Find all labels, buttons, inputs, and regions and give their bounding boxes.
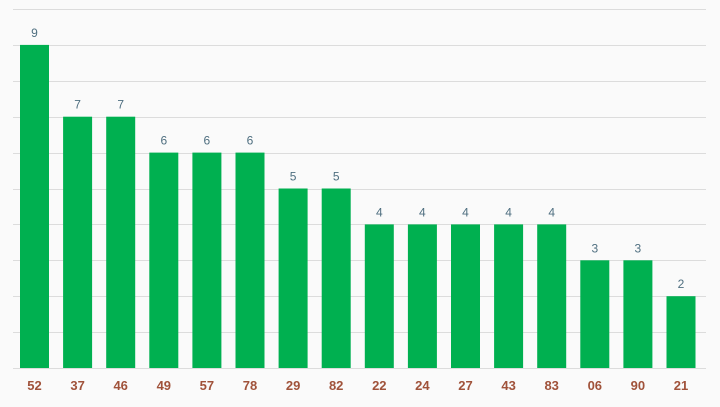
x-tick-label-46: 46 xyxy=(113,378,127,393)
x-tick-label-82: 82 xyxy=(329,378,343,393)
bar-43 xyxy=(494,224,524,368)
value-label-83: 4 xyxy=(548,205,555,219)
value-label-21: 2 xyxy=(678,277,685,291)
x-axis-tick-labels: 52 37 46 49 57 78 29 82 22 24 27 43 83 06 90 21 xyxy=(27,378,688,393)
value-label-37: 7 xyxy=(74,98,81,112)
x-tick-label-27: 27 xyxy=(458,378,472,393)
bar-57 xyxy=(192,152,222,368)
value-label-29: 5 xyxy=(290,170,297,184)
x-tick-label-24: 24 xyxy=(415,378,430,393)
value-label-57: 6 xyxy=(204,134,211,148)
x-tick-label-52: 52 xyxy=(27,378,41,393)
bar-06 xyxy=(580,260,610,368)
bar-49 xyxy=(149,152,179,368)
x-tick-label-37: 37 xyxy=(70,378,84,393)
value-label-24: 4 xyxy=(419,205,426,219)
x-tick-label-83: 83 xyxy=(544,378,558,393)
value-label-82: 5 xyxy=(333,170,340,184)
bar-21 xyxy=(666,296,696,368)
value-labels: 9 7 7 6 6 6 5 5 4 4 4 4 4 3 3 2 xyxy=(31,26,685,291)
value-label-78: 6 xyxy=(247,134,254,148)
bar-90 xyxy=(623,260,653,368)
value-label-46: 7 xyxy=(117,98,124,112)
x-tick-label-22: 22 xyxy=(372,378,386,393)
bar-22 xyxy=(364,224,394,368)
bar-82 xyxy=(321,188,351,368)
bars xyxy=(20,44,696,369)
value-label-27: 4 xyxy=(462,205,469,219)
x-tick-label-49: 49 xyxy=(157,378,171,393)
bar-24 xyxy=(407,224,437,368)
value-label-49: 6 xyxy=(160,134,167,148)
x-tick-label-29: 29 xyxy=(286,378,300,393)
bar-46 xyxy=(106,116,136,368)
bar-52 xyxy=(20,44,49,369)
bar-83 xyxy=(537,224,567,368)
bar-37 xyxy=(63,116,93,368)
x-tick-label-43: 43 xyxy=(501,378,515,393)
value-label-43: 4 xyxy=(505,205,512,219)
bar-78 xyxy=(235,152,265,368)
x-tick-label-90: 90 xyxy=(631,378,645,393)
x-tick-label-06: 06 xyxy=(588,378,602,393)
value-label-52: 9 xyxy=(31,26,38,40)
x-tick-label-78: 78 xyxy=(243,378,257,393)
x-tick-label-21: 21 xyxy=(674,378,688,393)
value-label-06: 3 xyxy=(591,241,598,255)
value-label-90: 3 xyxy=(635,241,642,255)
bar-29 xyxy=(278,188,308,368)
x-tick-label-57: 57 xyxy=(200,378,214,393)
value-label-22: 4 xyxy=(376,205,383,219)
bar-27 xyxy=(451,224,480,368)
